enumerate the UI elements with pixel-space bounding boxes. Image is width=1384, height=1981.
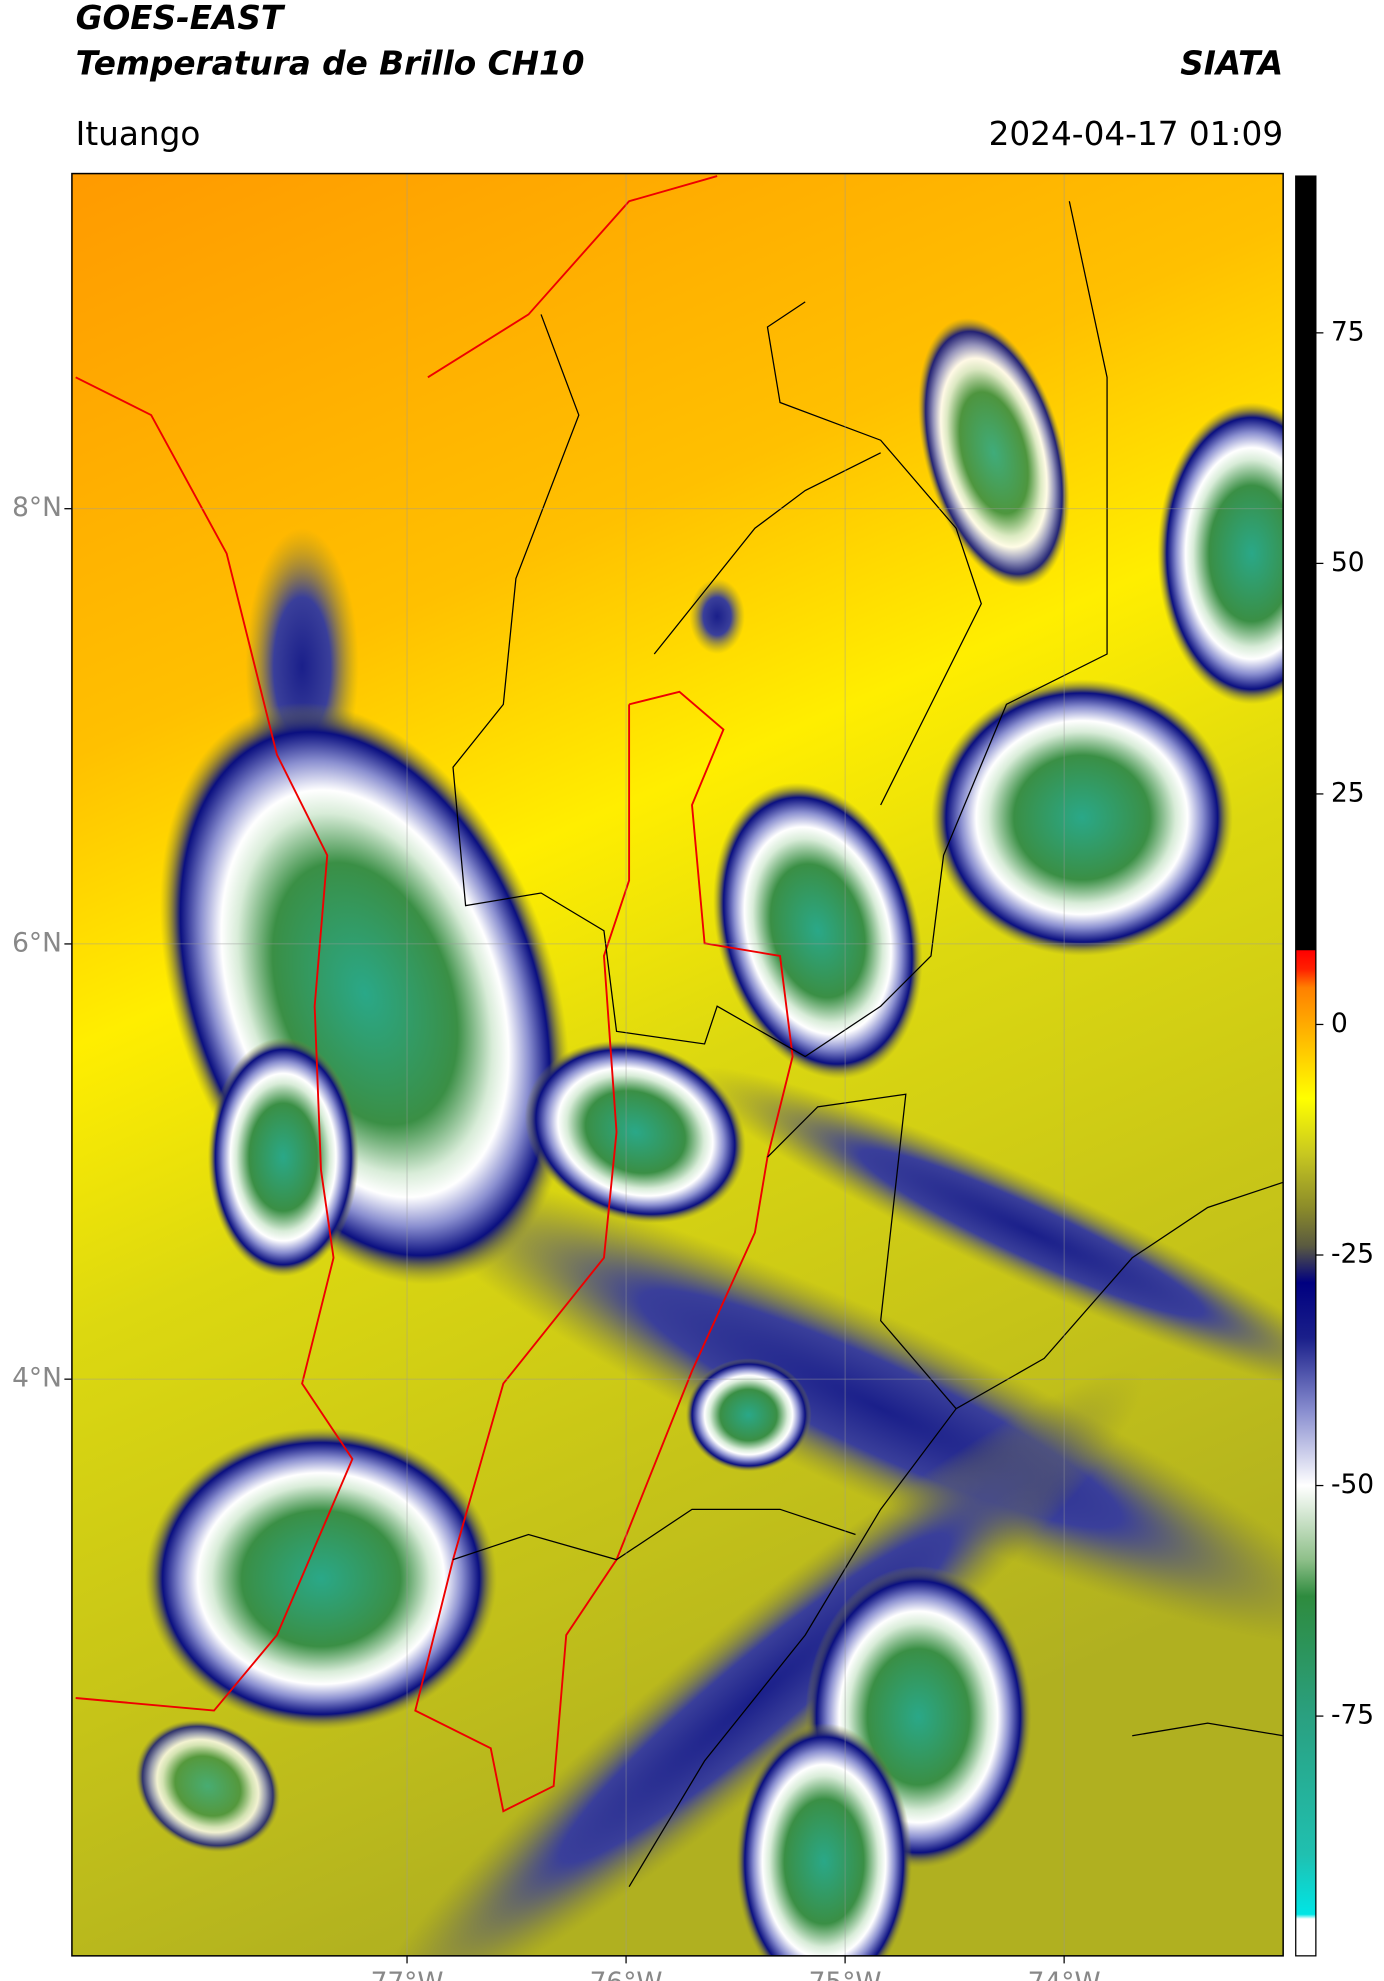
y-tick-label: 4°N — [12, 1363, 62, 1394]
colorbar-tick-label: 75 — [1331, 316, 1365, 347]
colorbar — [1295, 175, 1317, 1957]
agency: SIATA — [1180, 44, 1283, 82]
subtitle: Temperatura de Brillo CH10 — [76, 44, 585, 82]
datetime: 2024-04-17 01:09 — [989, 115, 1284, 153]
colorbar-tick-label: 0 — [1331, 1008, 1348, 1039]
map-frame — [71, 172, 1284, 1957]
location: Ituango — [76, 115, 201, 153]
colorbar-tick-label: 50 — [1331, 547, 1365, 578]
colorbar-tick-label: 25 — [1331, 777, 1365, 808]
x-tick-label: 77°W — [371, 1967, 444, 1981]
satellite-image — [71, 173, 1284, 1956]
x-tick-label: 74°W — [1028, 1967, 1101, 1981]
y-tick-label: 6°N — [12, 927, 62, 958]
y-tick-label: 8°N — [12, 492, 62, 523]
colorbar-tick-label: -75 — [1331, 1700, 1374, 1731]
colorbar-tick-label: -25 — [1331, 1239, 1374, 1270]
x-tick-label: 75°W — [809, 1967, 882, 1981]
title: GOES-EAST — [76, 0, 286, 37]
x-tick-label: 76°W — [590, 1967, 663, 1981]
colorbar-tick-label: -50 — [1331, 1469, 1374, 1500]
